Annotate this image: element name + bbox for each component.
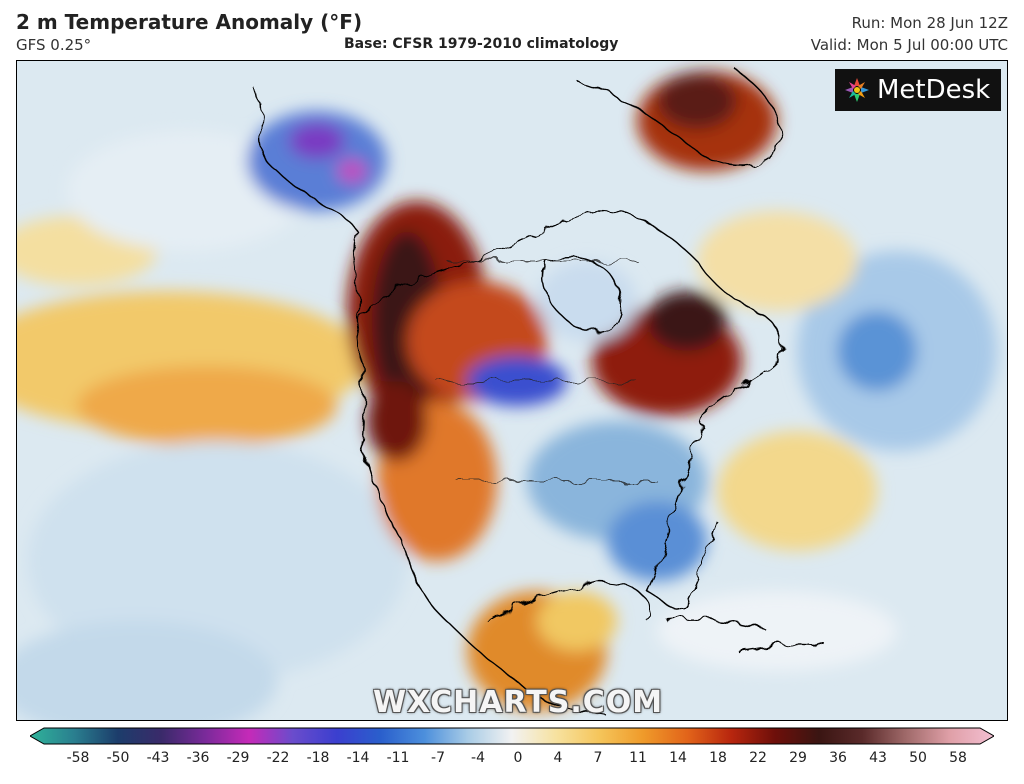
colorbar-tick-label: -14 bbox=[346, 750, 370, 766]
colorbar-tick-label: -43 bbox=[146, 750, 170, 766]
colorbar-tick-label: -18 bbox=[306, 750, 330, 766]
colorbar-tick-label: -29 bbox=[226, 750, 250, 766]
colorbar-tick-label: -4 bbox=[471, 750, 485, 766]
wxcharts-watermark: WXCHARTS.COM bbox=[373, 685, 664, 720]
colorbar-tick-label: 58 bbox=[949, 750, 967, 766]
colorbar bbox=[30, 727, 994, 745]
colorbar-tick-label: 7 bbox=[593, 750, 603, 766]
chart-title: 2 m Temperature Anomaly (°F) bbox=[16, 10, 363, 34]
valid-time-label: Valid: Mon 5 Jul 00:00 UTC bbox=[810, 36, 1008, 54]
anomaly-field bbox=[17, 71, 997, 720]
colorbar-tick-label: 50 bbox=[909, 750, 927, 766]
colorbar-tick-label: 4 bbox=[553, 750, 563, 766]
coastlines bbox=[256, 70, 828, 717]
colorbar-tick-label: 0 bbox=[513, 750, 523, 766]
colorbar-bar bbox=[30, 727, 994, 745]
colorbar-tick-label: 18 bbox=[709, 750, 727, 766]
colorbar-ticks: -58 -50 -43 -36 -29 -22 -18 -14 -11 -7 -4 0 4 7 11 14 18… bbox=[30, 750, 994, 770]
model-label: GFS 0.25° bbox=[16, 36, 92, 54]
colorbar-tick-label: 11 bbox=[629, 750, 647, 766]
colorbar-tick-label: 22 bbox=[749, 750, 767, 766]
colorbar-tick-label: 36 bbox=[829, 750, 847, 766]
colorbar-tick-label: -58 bbox=[66, 750, 90, 766]
colorbar-tick-label: 29 bbox=[789, 750, 807, 766]
map-canvas bbox=[17, 61, 1007, 720]
colorbar-tick-label: -22 bbox=[266, 750, 290, 766]
colorbar-tick-label: 43 bbox=[869, 750, 887, 766]
run-time-label: Run: Mon 28 Jun 12Z bbox=[851, 14, 1008, 32]
colorbar-tick-label: 14 bbox=[669, 750, 687, 766]
colorbar-tick-label: -7 bbox=[431, 750, 445, 766]
metdesk-logo-text: MetDesk bbox=[877, 75, 991, 105]
colorbar-tick-label: -50 bbox=[106, 750, 130, 766]
anomaly-map: MetDesk WXCHARTS.COM bbox=[16, 60, 1008, 721]
base-climatology-label: Base: CFSR 1979-2010 climatology bbox=[344, 36, 619, 52]
metdesk-logo: MetDesk bbox=[835, 69, 1001, 111]
colorbar-tick-label: -36 bbox=[186, 750, 210, 766]
colorbar-tick-label: -11 bbox=[386, 750, 410, 766]
metdesk-logo-icon bbox=[845, 78, 869, 102]
